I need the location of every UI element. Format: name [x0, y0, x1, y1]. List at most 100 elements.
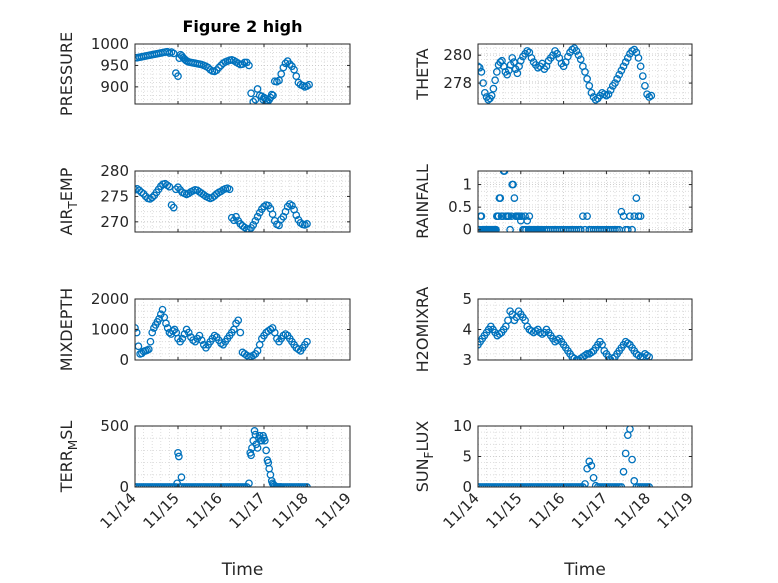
panel-6-x-tick-label: 11/17 [226, 489, 269, 532]
panel-5-plot-area [478, 299, 692, 360]
panel-2-data-point [292, 211, 301, 220]
panel-7-data-point [581, 480, 589, 487]
panel-7-y-tick-label: 0 [462, 478, 472, 496]
panel-2-data-point [288, 201, 296, 210]
panel-7-y-tick-label: 10 [453, 417, 472, 435]
panel-4-data-point [195, 331, 204, 340]
panel-1-y-label-text: THETA [413, 48, 432, 100]
panel-3-y-label: RAINFALL [413, 164, 432, 239]
panel-1-data-point [503, 70, 511, 79]
panel-2-data-point [232, 212, 240, 221]
panel-2-data-point [242, 225, 251, 232]
panel-1-data-point [634, 54, 643, 62]
panel-1-data-point [478, 62, 482, 71]
panel-3-data-point [510, 194, 519, 202]
panel-7-x-tick-label: 11/18 [611, 489, 654, 532]
panel-1-y-tick-label: 278 [443, 74, 472, 92]
panel-4-data-point [184, 328, 193, 337]
panel-1-data-point [480, 88, 489, 97]
panel-5-y-label-text: H2OMIXRA [413, 287, 432, 373]
panel-1-data-point [613, 75, 621, 83]
panel-2-data-point [268, 210, 277, 219]
panel-7-data-point [626, 426, 634, 433]
panel-6-x-tick-label: 11/19 [312, 489, 355, 532]
panel-6-data-point [177, 473, 186, 482]
panel-1-data-point [619, 62, 628, 71]
panel-0-y-tick-label: 900 [100, 78, 129, 96]
panel-2-y-tick-label: 275 [100, 187, 129, 205]
panel-3-series [478, 171, 645, 232]
panel-0-data-point [245, 61, 253, 70]
panel-3-data-point [623, 225, 632, 232]
panel-0-y-label: PRESSURE [57, 32, 76, 116]
panel-6-data-point [261, 436, 269, 445]
panel-1-data-point [491, 76, 499, 85]
panel-0-y-tick-label: 1000 [91, 35, 129, 53]
panel-5-y-tick-label: 3 [462, 351, 472, 369]
panel-6-x-tick-label: 11/18 [269, 489, 312, 532]
panel-1-data-point [549, 51, 557, 60]
panel-3-axes: 0 0.5 1 RAINFALL [413, 164, 693, 239]
panel-4-data-point [180, 330, 189, 338]
panel-0-data-point [174, 72, 182, 80]
panel-4-y-tick-label: 2000 [91, 290, 129, 308]
panel-7-data-point [585, 457, 594, 466]
panel-0-plot-area [135, 44, 350, 104]
panel-3-data-point [636, 212, 645, 221]
panel-4-data-point [146, 337, 155, 346]
panel-1-data-point [617, 66, 626, 75]
panel-7-x-tick-label: 11/16 [525, 489, 568, 532]
panel-3-data-point [517, 212, 526, 221]
panel-0-data-point [305, 80, 313, 89]
panel-0-data-point [290, 65, 298, 74]
panel-3-data-point [525, 212, 534, 221]
panel-4-data-point [155, 314, 163, 323]
panel-3-data-point [492, 225, 500, 232]
panel-1-data-point [638, 72, 647, 80]
panel-3-data-point [506, 225, 514, 232]
panel-0-data-point [253, 85, 262, 93]
panel-3-y-tick-label: 0.5 [448, 198, 472, 216]
panel-7-x-label: Time [563, 560, 606, 580]
panel-0-series [135, 47, 313, 104]
panel-0-data-point [275, 76, 283, 85]
panel-1-data-point [623, 54, 632, 62]
panel-1-series [478, 44, 656, 104]
panel-1-data-point [647, 91, 656, 100]
panel-7-axes: 11/14 11/15 11/16 11/17 11/18 11/19 0 5 10 SUNFLU… [413, 417, 697, 580]
panel-6-data-point [174, 448, 182, 457]
panel-1-data-point [587, 88, 596, 97]
panel-4-data-point [236, 328, 245, 337]
panel-1-data-point [553, 49, 562, 58]
panel-4-y-label: MIXDEPTH [57, 288, 76, 371]
panel-1-data-point [641, 82, 649, 90]
panel-1-data-point [611, 79, 619, 87]
panel-1-data-point [478, 63, 484, 72]
panel-7-y-tick-label: 5 [462, 448, 472, 466]
panel-1-data-point [621, 58, 630, 66]
panel-4-data-point [197, 336, 206, 345]
panel-1-data-point [604, 90, 613, 99]
panel-2-y-label-suffix: EMP [57, 167, 76, 201]
panel-0-data-point [281, 59, 290, 68]
panel-6-y-label-text: TERR [57, 450, 76, 493]
panel-4-data-point [144, 345, 153, 354]
panel-3-data-point [509, 180, 517, 189]
panel-2-y-label-subscript: T [66, 201, 80, 210]
panel-1-data-point [564, 52, 572, 61]
panel-6-x-label: Time [221, 560, 264, 580]
panel-1-data-point [513, 69, 522, 78]
panel-7-data-point [589, 473, 598, 482]
panel-5-data-point [645, 353, 654, 360]
panel-7-data-point [628, 455, 636, 464]
panel-0-data-point [215, 63, 223, 72]
panel-1-data-point [572, 47, 581, 55]
panel-1-axes: 278 280 THETA [413, 43, 693, 105]
panel-2-y-tick-label: 280 [100, 162, 129, 180]
panel-1-data-point [559, 62, 568, 71]
panel-4-data-point [234, 316, 243, 325]
panel-3-y-label-text: RAINFALL [413, 164, 432, 239]
panel-2-y-tick-label: 270 [100, 213, 129, 231]
panel-6-data-point [253, 444, 262, 452]
panel-0-data-point [247, 89, 255, 98]
